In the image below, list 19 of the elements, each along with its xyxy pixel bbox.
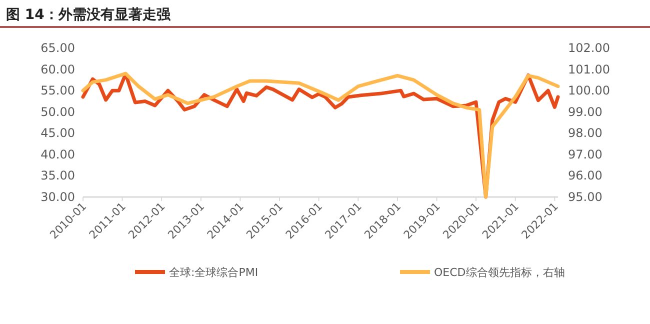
y-tick-label: 50.00 <box>40 104 75 119</box>
y-tick-label: 55.00 <box>40 84 75 98</box>
chart-title: 图 14：外需没有显著走强 <box>6 7 172 23</box>
y2-tick-label: 97.00 <box>568 147 602 162</box>
y2-tick-label: 102.00 <box>568 41 610 55</box>
y2-tick-label: 99.00 <box>568 104 602 119</box>
legend-label: 全球:全球综合PMI <box>169 266 258 279</box>
y-tick-label: 65.00 <box>40 41 75 55</box>
y2-tick-label: 101.00 <box>568 62 610 76</box>
y2-tick-label: 96.00 <box>568 168 602 183</box>
y-tick-label: 35.00 <box>40 168 75 183</box>
y-tick-label: 40.00 <box>40 147 75 162</box>
y-tick-label: 45.00 <box>40 126 75 140</box>
y2-tick-label: 95.00 <box>568 190 602 204</box>
y2-tick-label: 100.00 <box>568 84 610 98</box>
y2-tick-label: 98.00 <box>568 126 602 140</box>
y-tick-label: 30.00 <box>40 190 75 204</box>
legend-label: OECD综合领先指标，右轴 <box>434 266 565 279</box>
y-tick-label: 60.00 <box>40 62 75 76</box>
